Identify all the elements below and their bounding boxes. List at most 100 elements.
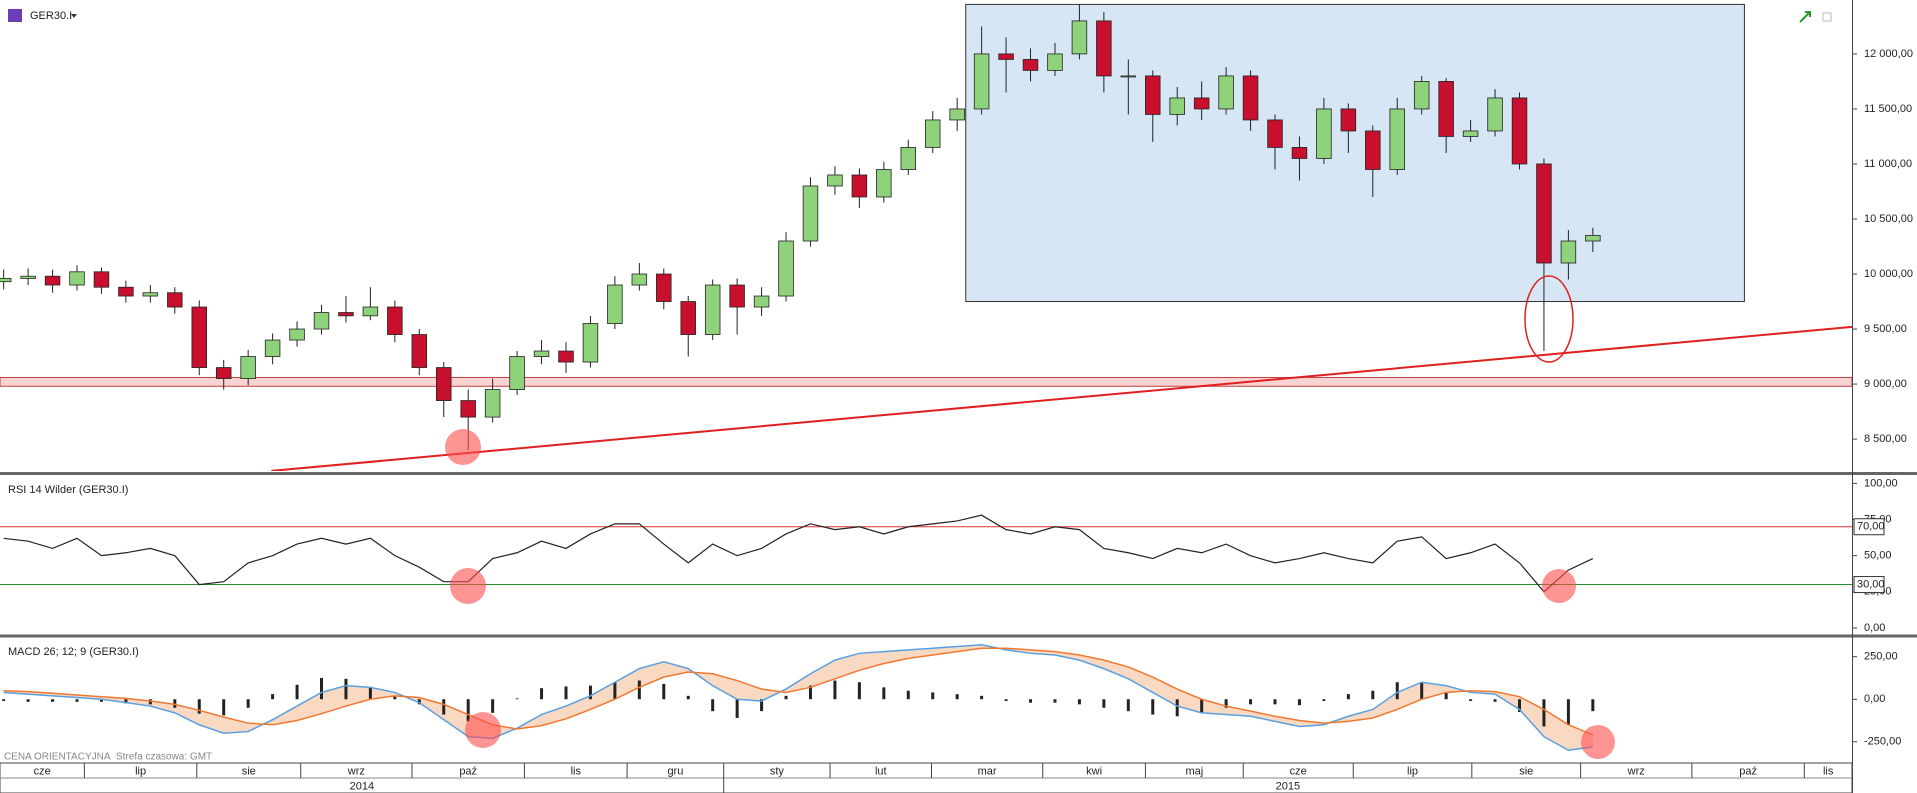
highlight [450,568,486,604]
y-tick-label: 8 500,00 [1864,433,1907,445]
candle-body [1047,53,1063,71]
x-tick-label: sie [242,765,256,777]
axis: 8 500,00 9 000,00 9 500,00 10 000,00 10 500,… [1852,48,1913,445]
candle-body [1120,75,1137,78]
plot-layer: 8 500,00 9 000,00 9 500,00 10 000,00 10 500,… [0,3,1913,793]
x-tick-label: lis [571,765,582,777]
x-tick-label: maj [1185,765,1203,777]
candle-body [289,328,305,341]
candle-body [387,306,403,335]
candle-body [1316,108,1332,159]
candle-body [1585,235,1601,242]
candle-body [1511,97,1528,165]
candle-body [753,295,770,308]
candle-body [362,306,379,317]
highlight [445,429,481,465]
y-tick-label: -250,00 [1864,736,1901,748]
y-tick-label: 50,00 [1864,550,1892,562]
level-label-box [1853,518,1885,536]
y-tick-label: 11 500,00 [1864,103,1912,115]
y-tick-label: 0,00 [1864,693,1885,705]
candle-body [924,119,941,148]
candle-body [607,284,623,324]
y-tick-label: 9 500,00 [1864,323,1907,335]
candle-body [191,306,207,368]
highlight [465,712,501,748]
symbol-icon[interactable] [8,9,22,22]
x-tick-label: lip [135,765,146,777]
panel-title: RSI 14 Wilder (GER30.I) [8,484,128,496]
x-tick-label: lut [875,765,887,777]
candle-body [949,108,965,121]
trend-icon[interactable] [1799,11,1811,23]
panel-title: GER30.I [30,10,72,22]
y-tick-label: 11 000,00 [1864,158,1912,170]
timezone-note: Strefa czasowa: GMT [116,752,212,763]
x-tick-label: cze [34,765,51,777]
candle-body [729,284,745,308]
candle-body [802,185,819,242]
candle-body [582,323,599,363]
candle-body [240,356,256,379]
candle-body [142,292,159,297]
candle-body [436,367,452,401]
highlight-box [965,3,1745,303]
candle-body [93,271,110,288]
window-icon[interactable] [1822,12,1832,22]
candle-body [998,53,1014,60]
candle-body [1022,59,1039,71]
x-tick-label: kwi [1086,765,1102,777]
candle-body [69,271,85,286]
candle-body [778,240,794,297]
candle-body [1071,20,1088,55]
candle-body [1536,163,1552,264]
x-tick-label: paź [459,765,477,777]
candle-body [876,169,892,198]
candle-body [1218,75,1234,110]
candle-body [1145,75,1161,115]
x-tick-label: lip [1407,765,1418,777]
candle-body [1413,81,1430,110]
y-tick-label: 12 000,00 [1864,48,1913,60]
highlight [1581,725,1615,759]
panel [2,644,1595,752]
candle-body [1242,75,1259,121]
candle-body [1462,130,1479,137]
candle-body [460,400,476,418]
x-tick-label: 2014 [350,780,374,792]
candle-body [509,356,525,390]
support-band [0,376,1852,387]
macd-line [3,647,1594,736]
candle-body [1291,147,1308,159]
x-tick-label: paź [1739,765,1757,777]
candle-body [1267,119,1283,148]
candle-body [20,275,36,279]
candle-body [264,339,281,357]
symbol-dropdown[interactable] [71,14,77,18]
candle-body [1487,97,1503,132]
x-tick-label: 2015 [1276,780,1300,792]
candle-body [215,367,232,379]
y-tick-label: 10 500,00 [1864,213,1913,225]
candle-body [1389,108,1405,170]
panel-title: MACD 26; 12; 9 (GER30.I) [8,646,139,658]
candle-body [118,286,134,297]
candle-body [558,350,574,363]
level-label-box [1853,576,1885,594]
x-tick-label: wrz [347,765,365,777]
candle-body [44,275,61,286]
x-tick-label: cze [1290,765,1307,777]
candle-body [0,278,12,283]
candle-body [533,350,550,357]
rsi-line [3,514,1594,593]
candle-body [704,284,721,335]
candle-body [1560,240,1577,264]
level-label: 70,00 [1857,521,1885,533]
candle-body [338,312,354,317]
candle-body [973,53,990,110]
candle-body [900,147,917,170]
x-tick-label: mar [978,765,997,777]
candle-body [1193,97,1210,110]
candle-body [1365,130,1381,170]
